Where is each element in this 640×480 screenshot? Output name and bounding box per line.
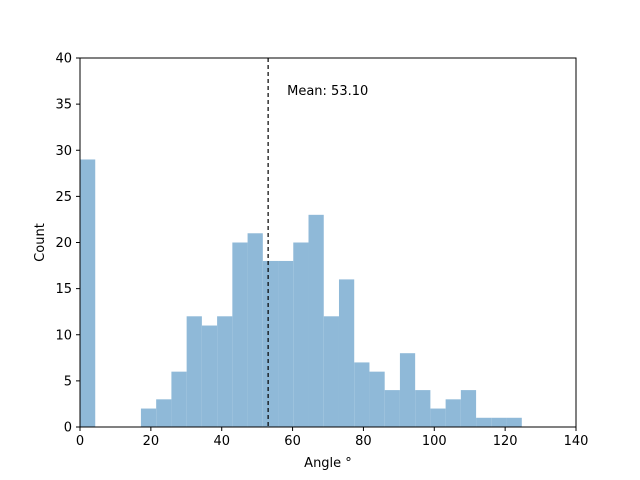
y-axis-ticks: 0 5 10 15 20 25 30 35 40	[55, 52, 80, 436]
x-tick-label: 40	[213, 434, 230, 449]
x-tick-label: 100	[422, 434, 447, 449]
histogram-bar	[247, 233, 263, 427]
y-tick-label: 15	[55, 282, 72, 297]
x-axis-ticks: 0 20 40 60 80 100 120 140	[76, 427, 589, 449]
histogram-bar	[140, 408, 157, 427]
histogram-bar	[201, 325, 218, 427]
y-tick-label: 20	[55, 236, 72, 251]
x-tick-label: 60	[284, 434, 301, 449]
histogram-bar	[186, 316, 202, 427]
histogram-bar	[338, 279, 355, 427]
x-axis-label: Angle °	[304, 456, 352, 471]
mean-annotation: Mean: 53.10	[287, 84, 368, 99]
y-tick-label: 0	[64, 421, 72, 436]
x-tick-label: 140	[564, 434, 589, 449]
x-tick-label: 80	[355, 434, 372, 449]
histogram-bar	[354, 362, 370, 427]
histogram-bar	[430, 408, 446, 427]
histogram-bar	[80, 159, 96, 427]
histogram-bar	[476, 417, 492, 427]
y-tick-label: 35	[55, 98, 72, 113]
y-tick-label: 25	[55, 190, 72, 205]
histogram-bar	[308, 214, 324, 427]
histogram-bar	[217, 316, 233, 427]
histogram-bar	[156, 399, 172, 427]
histogram-bar	[415, 390, 431, 427]
x-tick-label: 20	[143, 434, 160, 449]
y-tick-label: 10	[55, 328, 72, 343]
histogram-bar	[323, 316, 339, 427]
y-tick-label: 30	[55, 144, 72, 159]
histogram-bar	[171, 371, 187, 427]
y-axis-label: Count	[33, 223, 48, 262]
x-tick-label: 120	[493, 434, 518, 449]
histogram-bar	[384, 390, 400, 427]
histogram-bar	[491, 417, 507, 427]
y-tick-label: 5	[64, 374, 72, 389]
histogram-bar	[369, 371, 385, 427]
histogram-bar	[445, 399, 461, 427]
histogram-bar	[232, 242, 248, 427]
y-tick-label: 40	[55, 52, 72, 67]
histogram-bar	[399, 353, 416, 427]
x-tick-label: 0	[76, 434, 84, 449]
histogram-bar	[460, 390, 477, 427]
bars-group	[80, 159, 522, 427]
histogram-bar	[293, 242, 309, 427]
histogram-bar	[506, 417, 522, 427]
histogram-bar	[278, 260, 294, 427]
histogram-bar	[262, 260, 279, 427]
